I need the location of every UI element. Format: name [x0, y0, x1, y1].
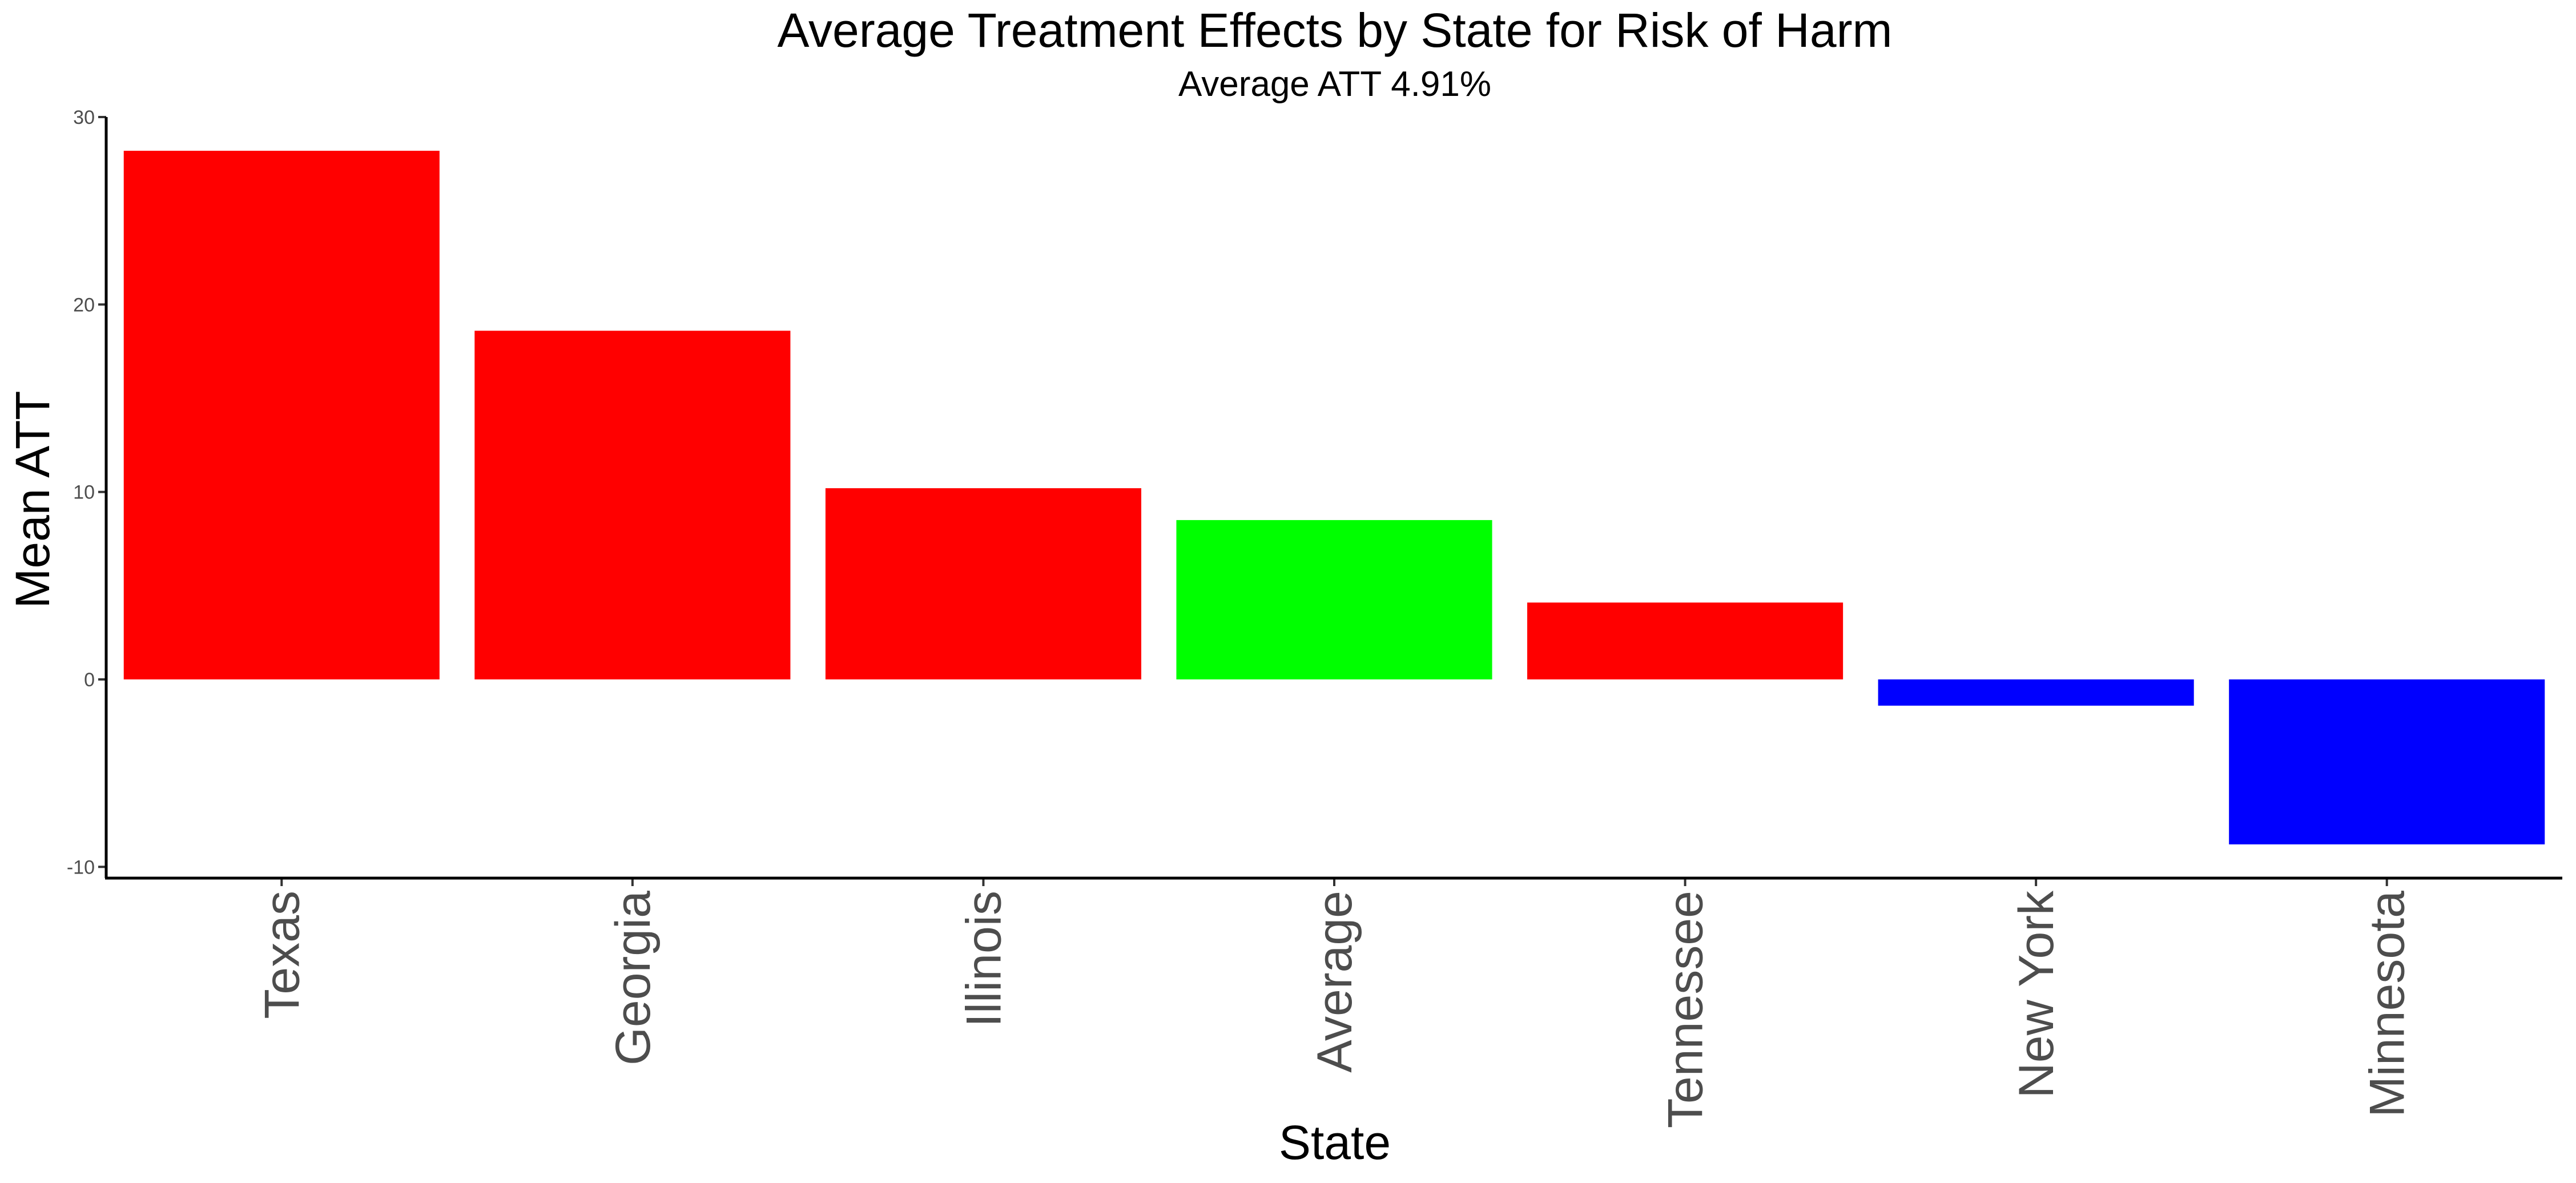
x-tick-label: Tennessee	[1659, 891, 1713, 1128]
bar-new-york	[1878, 679, 2194, 706]
x-tick-label: New York	[2009, 890, 2064, 1098]
bar-texas	[123, 151, 440, 679]
x-tick-label: Minnesota	[2360, 891, 2415, 1117]
bar-tennessee	[1527, 602, 1844, 679]
bar-illinois	[825, 488, 1141, 679]
chart-subtitle: Average ATT 4.91%	[1178, 65, 1491, 104]
y-tick-label: 30	[73, 107, 95, 128]
bar-average	[1176, 520, 1492, 679]
x-tick-label: Georgia	[606, 891, 661, 1065]
x-tick-label: Illinois	[956, 891, 1011, 1027]
y-tick-label: -10	[67, 856, 95, 878]
y-axis-ticks: -10 0 10 20 30	[67, 107, 106, 878]
bars-group	[123, 151, 2545, 844]
y-tick-label: 20	[73, 294, 95, 316]
x-tick-label: Texas	[255, 891, 309, 1019]
bar-minnesota	[2229, 679, 2545, 844]
y-tick-label: 10	[73, 482, 95, 504]
x-axis-ticks: Texas Georgia Illinois Average Tennessee New …	[255, 878, 2415, 1128]
y-tick-label: 0	[84, 669, 95, 691]
x-tick-label: Average	[1307, 891, 1362, 1073]
x-axis-title: State	[1279, 1116, 1391, 1169]
bar-georgia	[474, 331, 791, 679]
chart-title: Average Treatment Effects by State for R…	[777, 3, 1892, 57]
y-axis-title: Mean ATT	[6, 391, 59, 608]
